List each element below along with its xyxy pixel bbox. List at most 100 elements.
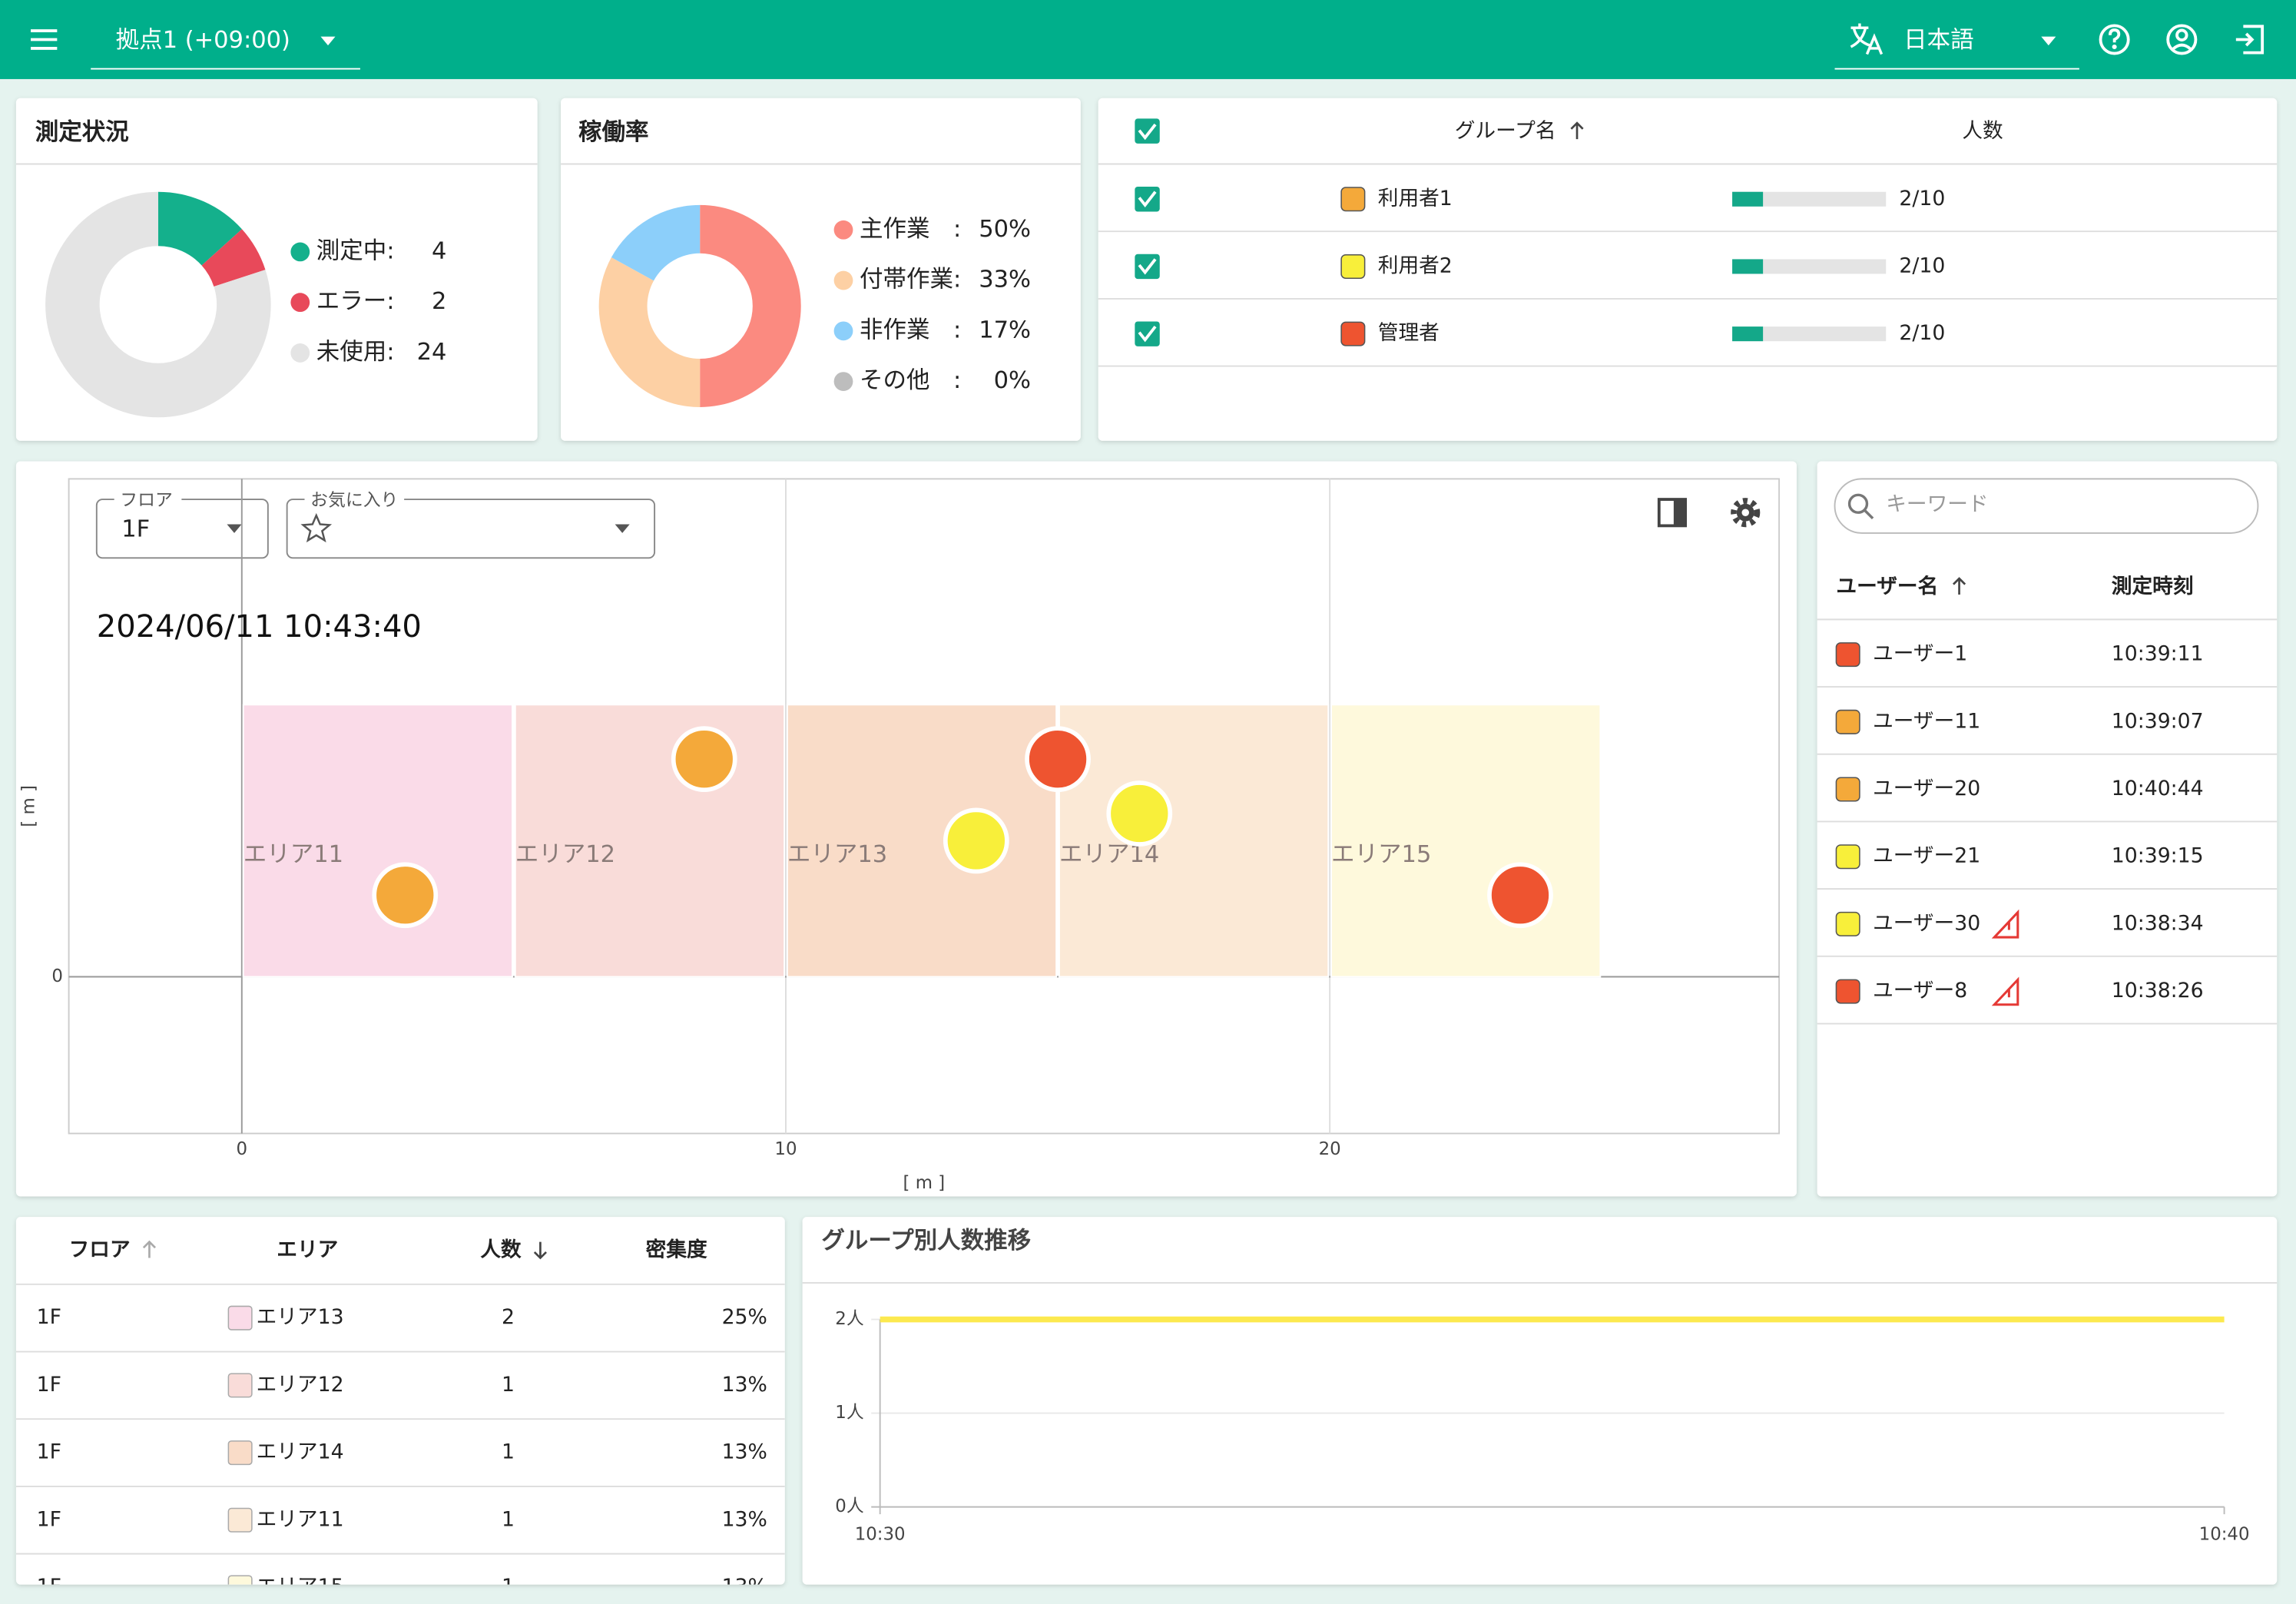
legend-dot (833, 372, 853, 391)
user-marker (1106, 780, 1173, 847)
favorite-select[interactable]: お気に入り (286, 490, 656, 559)
x-tick-label: 0 (237, 1139, 248, 1159)
user-name: ユーザー20 (1873, 777, 1980, 800)
measure-time: 10:38:26 (2112, 979, 2204, 1002)
row-checkbox[interactable] (1135, 321, 1160, 346)
user-swatch (1835, 709, 1860, 734)
area (786, 704, 1058, 978)
group-swatch (1340, 321, 1366, 346)
site-select[interactable]: 拠点1 (+09:00) (91, 27, 360, 70)
area-swatch (227, 1440, 253, 1466)
column-header: 測定時刻 (2112, 575, 2194, 598)
legend-label: 非作業 : (860, 316, 961, 343)
search-placeholder: キーワード (1886, 492, 1988, 516)
search-field[interactable]: キーワード (1834, 478, 2259, 534)
help-button[interactable] (2099, 24, 2130, 55)
row-checkbox[interactable] (1135, 254, 1160, 280)
areas-card (15, 1217, 785, 1585)
column-header: グループ名 (1455, 119, 1556, 143)
area (242, 704, 513, 978)
user-marker (372, 862, 439, 929)
floor-select[interactable]: フロア 1F (95, 490, 269, 559)
group-name-header[interactable]: グループ名 (1455, 119, 1584, 143)
count-bar (1732, 259, 1764, 274)
user-swatch (1835, 642, 1860, 668)
legend-dot (290, 242, 310, 262)
floor-cell: 1F (37, 1305, 61, 1329)
legend-value: 2 (432, 288, 446, 315)
site-name: 拠点1 (+09:00) (116, 27, 290, 54)
trend-title: グループ別人数推移 (821, 1228, 1031, 1254)
legend-dot (833, 321, 853, 341)
user-swatch (1835, 911, 1860, 936)
menu-button[interactable] (31, 29, 58, 50)
settings-button[interactable] (1731, 498, 1761, 528)
user-marker (1025, 726, 1091, 793)
donut-segment (157, 191, 242, 266)
warning-icon (1991, 976, 2019, 1006)
area-label: エリア13 (787, 841, 887, 868)
area-swatch (227, 1507, 253, 1533)
area-cell: エリア11 (257, 1507, 344, 1531)
count-track (1732, 191, 1887, 207)
user-name: ユーザー8 (1873, 979, 1967, 1002)
y-tick-label: 0 (51, 966, 63, 986)
trend-card (802, 1217, 2278, 1585)
count-track (1732, 326, 1887, 342)
legend-label: 測定中: (316, 237, 395, 264)
user-marker (671, 726, 737, 793)
floor-header[interactable]: フロア (69, 1238, 157, 1262)
areas-table: フロア エリア 人数 密集度 1F エリア13 2 25% 1F エリア12 1 13% 1F エ… (15, 1238, 785, 1585)
group-name: 管理者 (1378, 321, 1440, 345)
count-label: 2/10 (1899, 321, 1945, 345)
measure-time: 10:39:07 (2112, 709, 2204, 733)
area-label: エリア15 (1331, 841, 1431, 868)
count-cell: 2 (502, 1305, 515, 1329)
language-select[interactable]: 日本語 (1834, 23, 2079, 70)
panel-toggle[interactable] (1657, 498, 1687, 528)
count-label: 2/10 (1899, 254, 1945, 277)
checkbox-check (1138, 325, 1157, 343)
account-button[interactable] (2166, 24, 2198, 55)
density-cell: 13% (722, 1507, 767, 1531)
group-name: 利用者2 (1378, 254, 1453, 277)
x-axis-label: [ m ] (903, 1173, 946, 1193)
area-swatch (227, 1305, 253, 1331)
user-marker (943, 807, 1009, 874)
status-card (15, 98, 538, 441)
logout-button[interactable] (2235, 25, 2265, 55)
floor-label: フロア (120, 490, 173, 510)
column-header: ユーザー名 (1836, 575, 1938, 598)
donut-segment (201, 229, 266, 287)
user-name-header[interactable]: ユーザー名 (1836, 575, 1966, 598)
warning-icon (1991, 909, 2019, 939)
groups-card (1098, 98, 2278, 441)
area (1330, 704, 1602, 978)
legend-value: 4 (432, 237, 446, 264)
area-cell: エリア13 (257, 1305, 344, 1329)
legend-label: 主作業 : (860, 216, 961, 243)
area-label: エリア11 (244, 841, 343, 868)
area-cell: エリア12 (257, 1373, 344, 1397)
y-tick-label: 1人 (835, 1403, 864, 1423)
row-checkbox[interactable] (1135, 187, 1160, 212)
column-header: 人数 (480, 1238, 522, 1262)
checkbox-check (1138, 191, 1157, 207)
legend-dot (290, 293, 310, 313)
x-tick-label: 10:40 (2199, 1524, 2250, 1544)
donut-segment (611, 204, 701, 281)
user-name: ユーザー11 (1873, 709, 1980, 733)
legend-label: 未使用: (316, 339, 395, 366)
legend-value: 24 (417, 339, 447, 366)
user-swatch (1835, 979, 1860, 1004)
donut-segment (598, 257, 701, 407)
x-tick-label: 10:30 (855, 1524, 906, 1544)
count-header[interactable]: 人数 (480, 1238, 547, 1262)
select-all-checkbox[interactable] (1135, 118, 1160, 144)
density-cell: 25% (722, 1305, 767, 1329)
x-tick-label: 20 (1319, 1139, 1341, 1159)
utilization-card (561, 98, 1081, 441)
area (514, 704, 786, 978)
